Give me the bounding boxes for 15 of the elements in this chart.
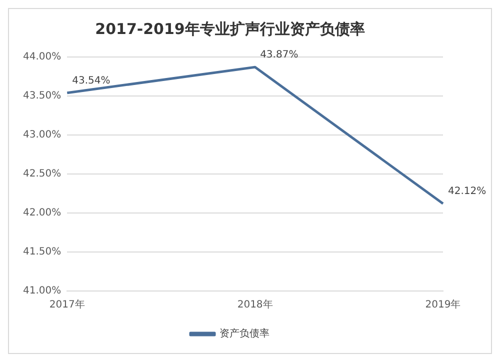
data-label: 43.87% bbox=[260, 50, 298, 61]
y-tick-label: 41.00% bbox=[22, 286, 62, 297]
y-tick-label: 42.00% bbox=[22, 208, 62, 219]
y-tick-label: 42.50% bbox=[22, 168, 62, 180]
y-tick-label: 41.50% bbox=[22, 246, 62, 258]
y-tick-label: 44.00% bbox=[22, 52, 62, 63]
data-label: 43.54% bbox=[72, 75, 110, 86]
legend-label: 资产负债率 bbox=[220, 328, 270, 340]
x-tick-label: 2017年 bbox=[49, 298, 85, 311]
data-label: 42.12% bbox=[448, 186, 486, 198]
y-tick-label: 43.00% bbox=[22, 130, 62, 141]
y-tick-label: 43.50% bbox=[22, 90, 62, 102]
x-tick-label: 2019年 bbox=[425, 298, 461, 311]
chart-title: 2017-2019年专业扩声行业资产负债率 bbox=[95, 20, 365, 38]
x-tick-label: 2018年 bbox=[237, 298, 273, 311]
